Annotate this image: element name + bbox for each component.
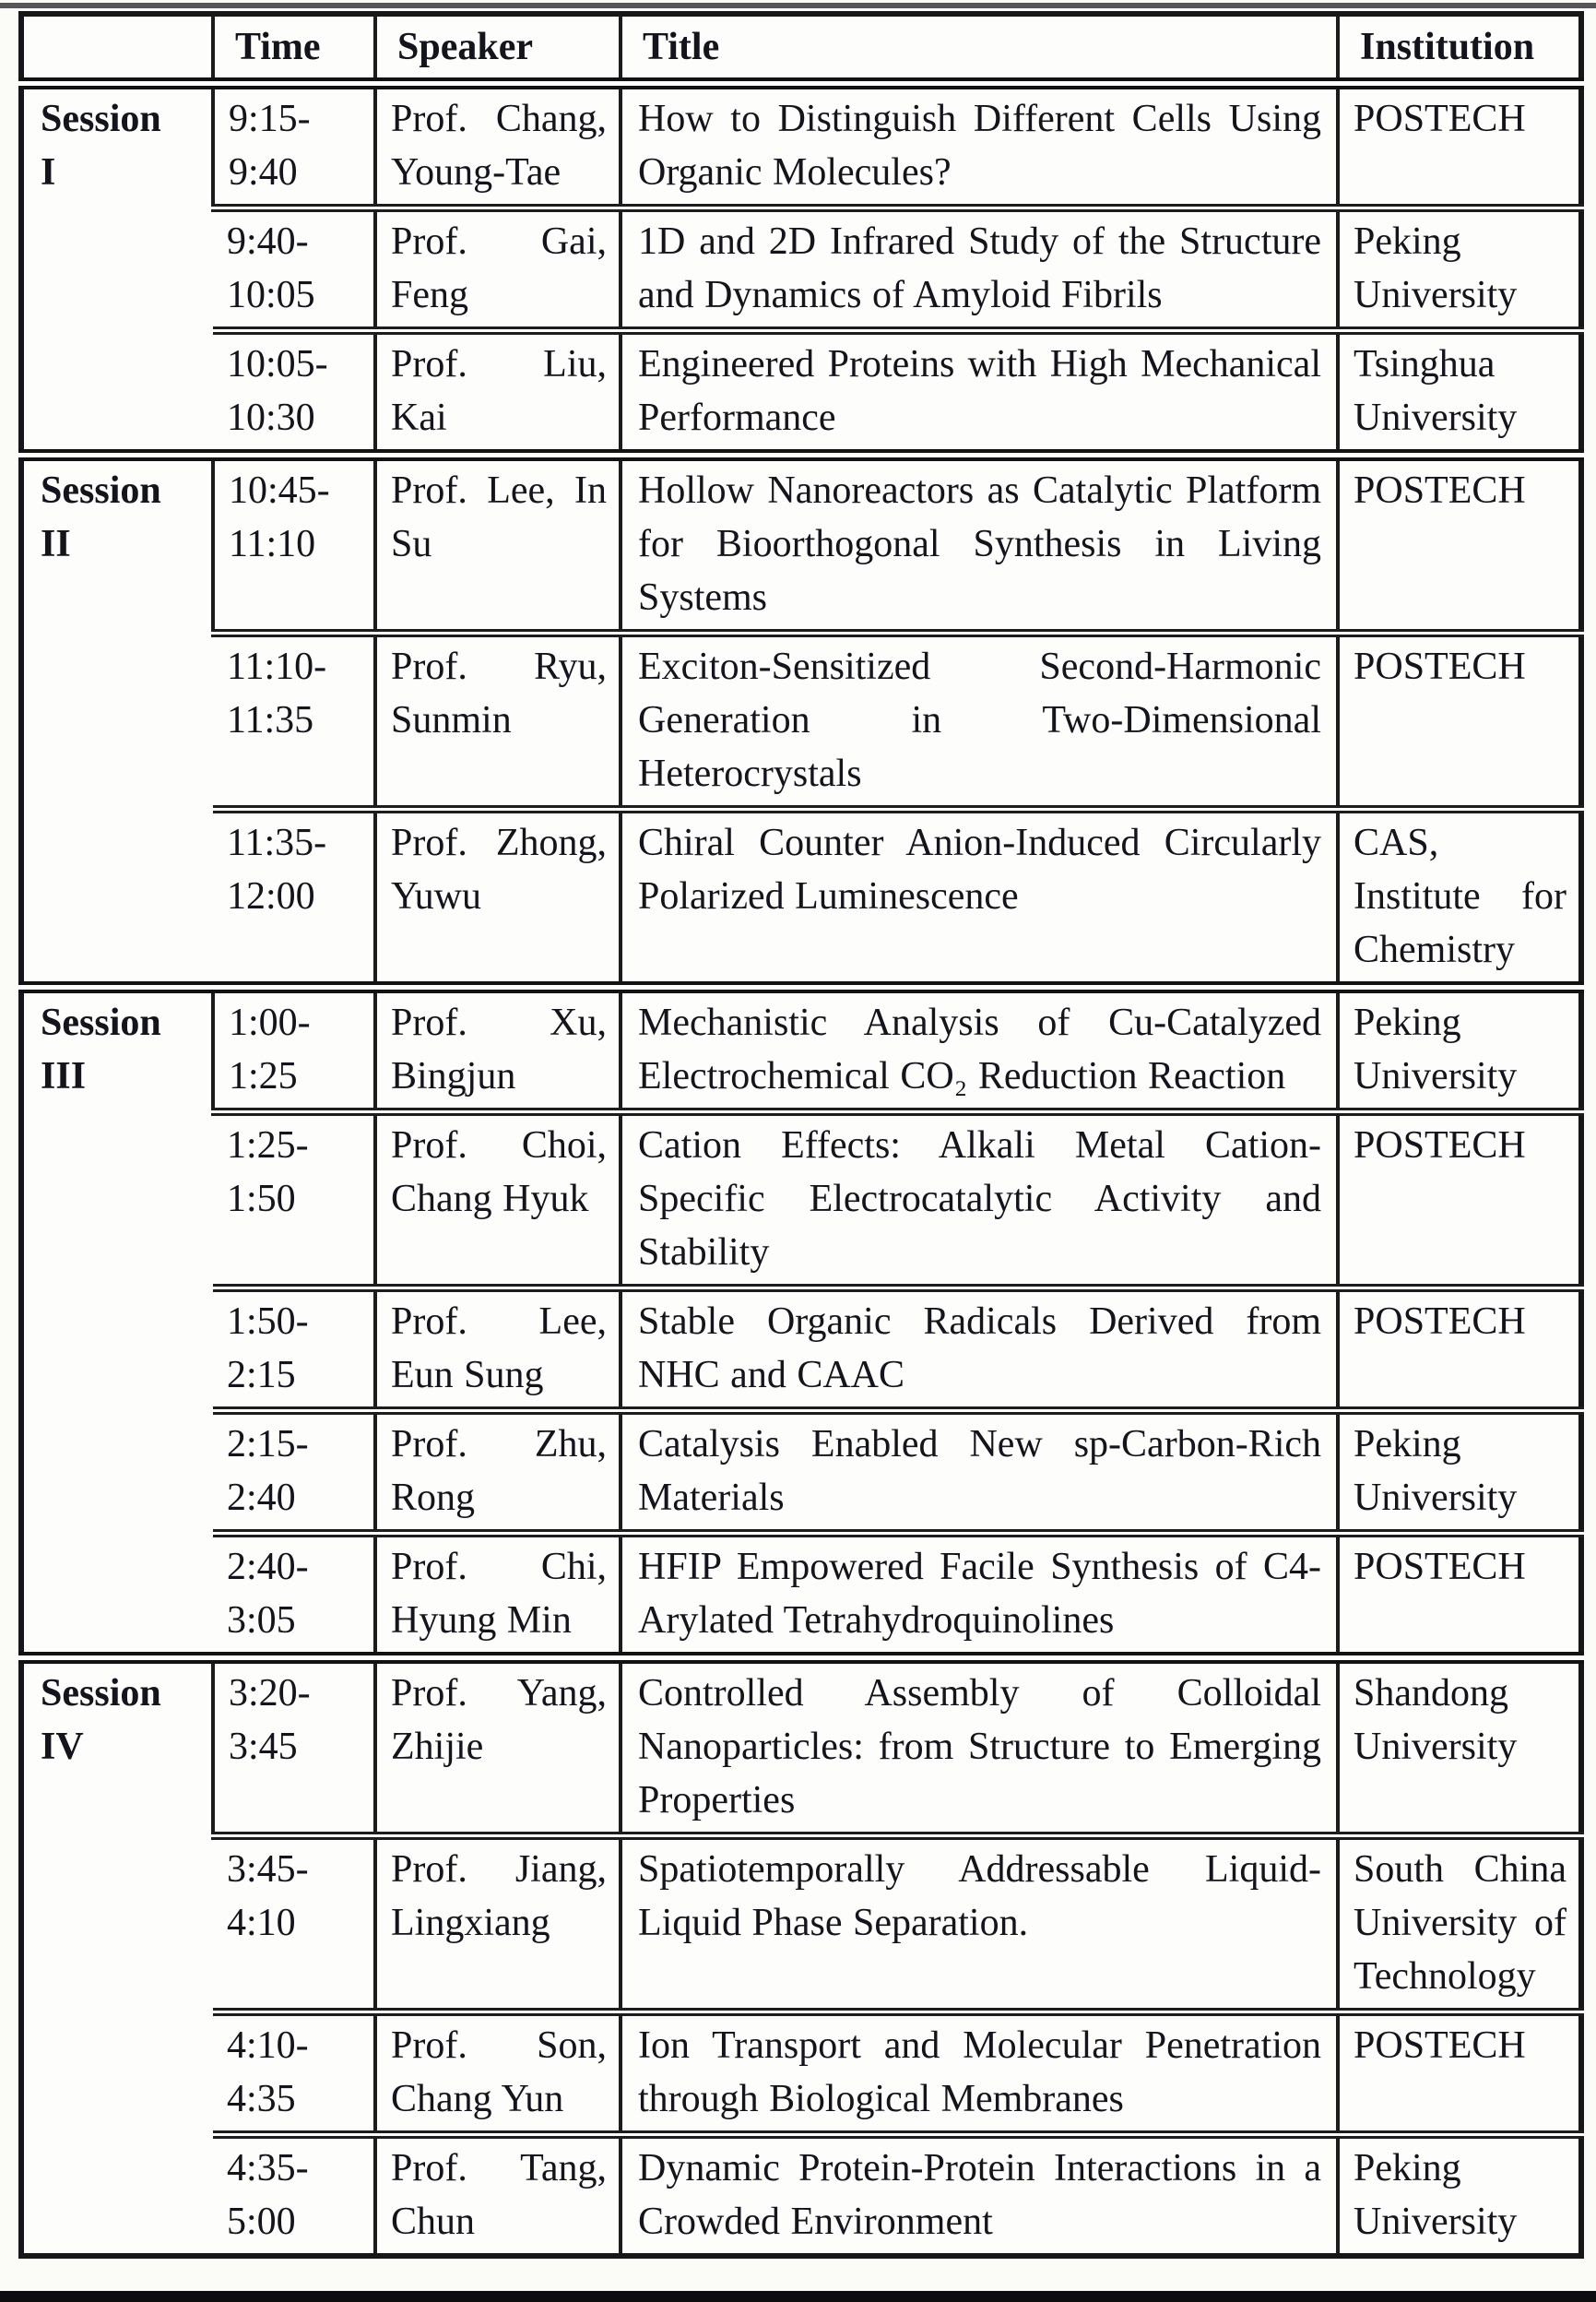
time-cell: 2:15- 2:40 (213, 1406, 375, 1534)
page-bottom-rule (0, 2291, 1596, 2302)
time-cell: 1:50- 2:15 (213, 1284, 375, 1411)
speaker-cell: Prof. Jiang, Lingxiang (373, 1832, 621, 2012)
page-top-rule (0, 3, 1596, 8)
title-cell: Cation Effects: Alkali Metal Cation-Spec… (619, 1108, 1338, 1288)
session-label: Session IV (21, 1652, 213, 2256)
time-cell: 9:40- 10:05 (213, 204, 375, 331)
table-row: 9:40- 10:05 Prof. Gai, Feng 1D and 2D In… (21, 204, 1581, 331)
col-header-session (21, 14, 213, 84)
speaker-cell: Prof. Lee, In Su (373, 449, 621, 634)
speaker-cell: Prof. Gai, Feng (373, 204, 621, 331)
table-row: Session II 10:45- 11:10 Prof. Lee, In Su… (21, 449, 1581, 988)
title-cell: Exciton-Sensitized Second-Harmonic Gener… (619, 629, 1338, 810)
table-row: 1:50- 2:15 Prof. Lee, Eun Sung Stable Or… (21, 1284, 1581, 1411)
time-cell: 4:10- 4:35 (213, 2008, 375, 2135)
speaker-cell: Prof. Chi, Hyung Min (373, 1529, 621, 1658)
table-row: Session I 9:15- 9:40 Prof. Chang, Young-… (21, 77, 1581, 456)
speaker-cell: Prof. Yang, Zhijie (373, 1652, 621, 1836)
table-row: 11:35- 12:00 Prof. Zhong, Yuwu Chiral Co… (21, 805, 1581, 988)
col-header-speaker: Speaker (373, 14, 621, 84)
speaker-cell: Prof. Chang, Young-Tae (373, 77, 621, 208)
speaker-cell: Prof. Ryu, Sunmin (373, 629, 621, 810)
table-row: Session IV 3:20- 3:45 Prof. Yang, Zhijie… (21, 1652, 1581, 2256)
speaker-cell: Prof. Xu, Bingjun (373, 981, 621, 1112)
time-cell: 3:45- 4:10 (213, 1832, 375, 2012)
institution-cell: POSTECH (1336, 2008, 1581, 2135)
table-row: Session III 1:00- 1:25 Prof. Xu, Bingjun… (21, 981, 1581, 1658)
time-cell: 11:10- 11:35 (213, 629, 375, 810)
institution-cell: Shandong University (1336, 1652, 1581, 1836)
speaker-cell: Prof. Son, Chang Yun (373, 2008, 621, 2135)
session-label: Session III (21, 981, 213, 1658)
institution-cell: Peking University (1336, 1406, 1581, 1534)
institution-cell: POSTECH (1336, 449, 1581, 634)
institution-cell: Peking University (1336, 981, 1581, 1112)
header-row: Time Speaker Title Institution (21, 14, 1581, 84)
col-header-time: Time (211, 14, 375, 84)
speaker-cell: Prof. Tang, Chun (373, 2130, 621, 2256)
table-row: 4:10- 4:35 Prof. Son, Chang Yun Ion Tran… (21, 2008, 1581, 2135)
institution-cell: POSTECH (1336, 77, 1581, 208)
col-header-title: Title (619, 14, 1338, 84)
title-cell: Ion Transport and Molecular Penetration … (619, 2008, 1338, 2135)
title-cell: Chiral Counter Anion-Induced Circularly … (619, 805, 1338, 988)
title-cell: Spatiotemporally Addressable Liquid-Liqu… (619, 1832, 1338, 2012)
time-cell: 1:25- 1:50 (213, 1108, 375, 1288)
institution-cell: Peking University (1336, 204, 1581, 331)
title-cell: How to Distinguish Different Cells Using… (619, 77, 1338, 208)
table-row: 10:05- 10:30 Prof. Liu, Kai Engineered P… (21, 326, 1581, 456)
time-cell: 9:15- 9:40 (211, 77, 375, 208)
time-cell: 10:05- 10:30 (213, 326, 375, 456)
time-cell: 2:40- 3:05 (213, 1529, 375, 1658)
table-row: 3:45- 4:10 Prof. Jiang, Lingxiang Spatio… (21, 1832, 1581, 2012)
speaker-cell: Prof. Zhong, Yuwu (373, 805, 621, 988)
institution-cell: CAS, Institute for Chemistry (1336, 805, 1581, 988)
institution-cell: South China University of Technology (1336, 1832, 1581, 2012)
table-row: 4:35- 5:00 Prof. Tang, Chun Dynamic Prot… (21, 2130, 1581, 2256)
title-cell: Dynamic Protein-Protein Interactions in … (619, 2130, 1338, 2256)
speaker-cell: Prof. Liu, Kai (373, 326, 621, 456)
institution-cell: POSTECH (1336, 1284, 1581, 1411)
title-cell: Stable Organic Radicals Derived from NHC… (619, 1284, 1338, 1411)
institution-cell: Peking University (1336, 2130, 1581, 2256)
institution-cell: Tsinghua University (1336, 326, 1581, 456)
table-row: 1:25- 1:50 Prof. Choi, Chang Hyuk Cation… (21, 1108, 1581, 1288)
time-cell: 4:35- 5:00 (213, 2130, 375, 2256)
speaker-cell: Prof. Lee, Eun Sung (373, 1284, 621, 1411)
title-cell: Engineered Proteins with High Mechanical… (619, 326, 1338, 456)
time-cell: 11:35- 12:00 (213, 805, 375, 988)
session-label: Session II (21, 449, 213, 988)
table-row: 2:15- 2:40 Prof. Zhu, Rong Catalysis Ena… (21, 1406, 1581, 1534)
institution-cell: POSTECH (1336, 1529, 1581, 1658)
title-cell: Mechanistic Analysis of Cu-Catalyzed Ele… (619, 981, 1338, 1112)
title-cell: 1D and 2D Infrared Study of the Structur… (619, 204, 1338, 331)
col-header-institution: Institution (1336, 14, 1581, 84)
time-cell: 10:45- 11:10 (211, 449, 375, 634)
title-cell: HFIP Empowered Facile Synthesis of C4-Ar… (619, 1529, 1338, 1658)
schedule-table: Time Speaker Title Institution Session I… (18, 11, 1584, 2259)
time-cell: 1:00- 1:25 (211, 981, 375, 1112)
institution-cell: POSTECH (1336, 629, 1581, 810)
table-row: 11:10- 11:35 Prof. Ryu, Sunmin Exciton-S… (21, 629, 1581, 810)
speaker-cell: Prof. Choi, Chang Hyuk (373, 1108, 621, 1288)
table-row: 2:40- 3:05 Prof. Chi, Hyung Min HFIP Emp… (21, 1529, 1581, 1658)
title-cell: Controlled Assembly of Colloidal Nanopar… (619, 1652, 1338, 1836)
session-label: Session I (21, 77, 213, 456)
title-cell: Hollow Nanoreactors as Catalytic Platfor… (619, 449, 1338, 634)
institution-cell: POSTECH (1336, 1108, 1581, 1288)
title-cell: Catalysis Enabled New sp-Carbon-Rich Mat… (619, 1406, 1338, 1534)
speaker-cell: Prof. Zhu, Rong (373, 1406, 621, 1534)
time-cell: 3:20- 3:45 (211, 1652, 375, 1836)
